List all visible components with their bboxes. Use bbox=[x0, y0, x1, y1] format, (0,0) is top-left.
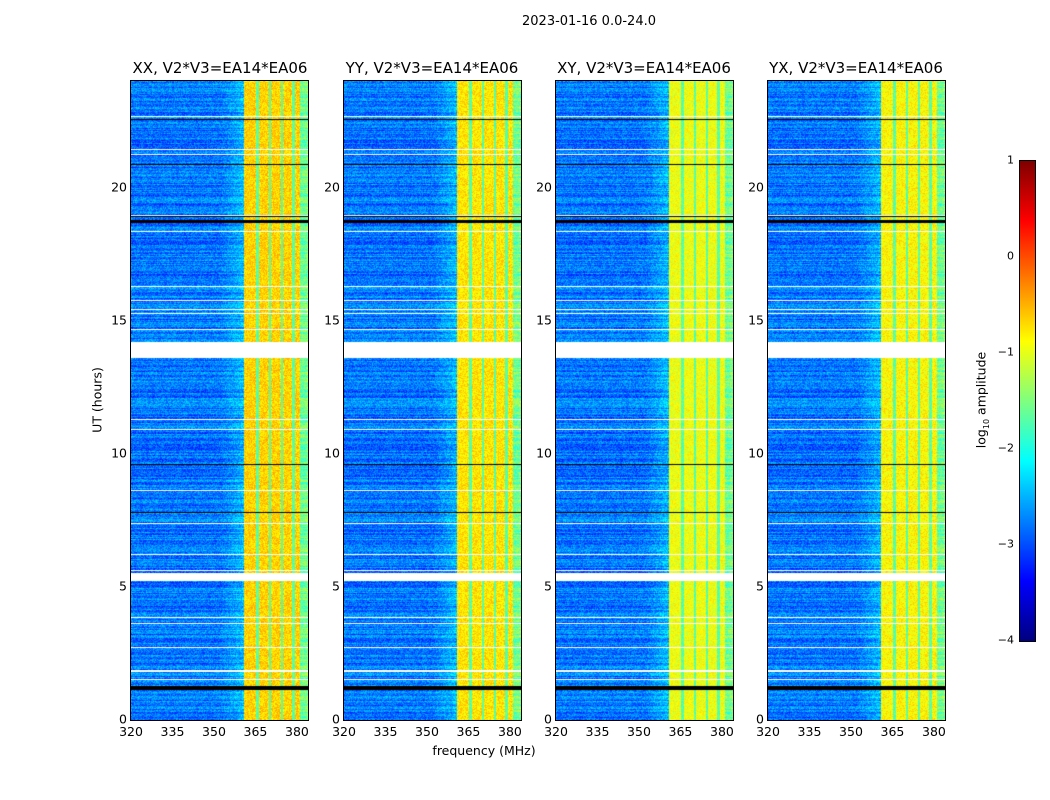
colorbar-label-sub: 10 bbox=[981, 418, 991, 430]
y-tick-label: 20 bbox=[324, 179, 340, 194]
y-tick-label: 0 bbox=[119, 711, 127, 727]
colorbar-tick-label: −2 bbox=[997, 441, 1014, 455]
x-tick-label: 335 bbox=[797, 724, 822, 739]
y-tick-label: 10 bbox=[536, 445, 552, 461]
colorbar-label: log10 amplitude bbox=[973, 352, 991, 448]
colorbar-tick-label: −4 bbox=[997, 633, 1014, 647]
colorbar-tick-label: 1 bbox=[1007, 153, 1014, 167]
y-tick-label: 10 bbox=[748, 445, 764, 461]
x-tick-label: 320 bbox=[332, 724, 356, 739]
x-tick-label: 380 bbox=[922, 724, 946, 739]
colorbar-label-rest: amplitude bbox=[973, 351, 989, 419]
spectrogram-heatmap-xy bbox=[556, 81, 733, 720]
y-tick-label: 0 bbox=[544, 711, 552, 727]
x-tick-label: 350 bbox=[415, 724, 439, 739]
y-tick-label: 5 bbox=[332, 578, 340, 594]
x-tick-label: 335 bbox=[160, 724, 185, 739]
panel-title-xx: XX, V2*V3=EA14*EA06 bbox=[132, 59, 308, 77]
colorbar-tick-label: −1 bbox=[997, 345, 1014, 359]
panel-title-yy: YY, V2*V3=EA14*EA06 bbox=[345, 59, 519, 77]
y-tick-label: 5 bbox=[756, 578, 764, 594]
panel-title-yx: YX, V2*V3=EA14*EA06 bbox=[769, 59, 943, 77]
x-tick-label: 350 bbox=[839, 724, 863, 739]
y-tick-label: 15 bbox=[748, 312, 764, 328]
x-tick-label: 335 bbox=[373, 724, 398, 739]
colorbar-tick-label: −3 bbox=[997, 537, 1014, 551]
y-tick-label: 10 bbox=[111, 445, 127, 461]
x-tick-label: 365 bbox=[880, 724, 905, 739]
spectrogram-heatmap-yy bbox=[344, 81, 521, 720]
panel-title-xy: XY, V2*V3=EA14*EA06 bbox=[557, 59, 731, 77]
x-tick-label: 380 bbox=[285, 724, 309, 739]
x-tick-label: 365 bbox=[456, 724, 481, 739]
colorbar bbox=[1019, 160, 1036, 642]
y-axis-label: UT (hours) bbox=[89, 367, 105, 433]
y-tick-label: 20 bbox=[536, 179, 552, 194]
y-tick-label: 15 bbox=[111, 312, 127, 328]
y-tick-label: 20 bbox=[111, 179, 127, 194]
spectrogram-panel-yy bbox=[343, 80, 522, 721]
y-tick-label: 5 bbox=[119, 578, 127, 594]
y-tick-label: 0 bbox=[756, 711, 764, 727]
colorbar-label-log: log bbox=[973, 429, 989, 449]
x-tick-label: 320 bbox=[756, 724, 780, 739]
colorbar-tick-label: 0 bbox=[1007, 249, 1014, 263]
y-tick-label: 5 bbox=[544, 578, 552, 594]
y-tick-label: 10 bbox=[324, 445, 340, 461]
x-tick-label: 320 bbox=[544, 724, 568, 739]
y-tick-label: 15 bbox=[536, 312, 552, 328]
x-tick-label: 365 bbox=[668, 724, 693, 739]
x-tick-label: 350 bbox=[627, 724, 651, 739]
x-tick-label: 380 bbox=[710, 724, 734, 739]
x-axis-label: frequency (MHz) bbox=[432, 743, 536, 758]
x-tick-label: 380 bbox=[498, 724, 522, 739]
x-tick-label: 335 bbox=[585, 724, 610, 739]
y-tick-label: 20 bbox=[748, 179, 764, 194]
spectrogram-heatmap-xx bbox=[131, 81, 308, 720]
x-tick-label: 350 bbox=[202, 724, 226, 739]
spectrogram-heatmap-yx bbox=[768, 81, 945, 720]
x-tick-label: 365 bbox=[243, 724, 268, 739]
figure-title: 2023-01-16 0.0-24.0 bbox=[522, 14, 656, 29]
spectrogram-panel-xx bbox=[130, 80, 309, 721]
spectrogram-panel-yx bbox=[767, 80, 946, 721]
x-tick-label: 320 bbox=[119, 724, 143, 739]
spectrogram-panel-xy bbox=[555, 80, 734, 721]
y-tick-label: 15 bbox=[324, 312, 340, 328]
y-tick-label: 0 bbox=[332, 711, 340, 727]
